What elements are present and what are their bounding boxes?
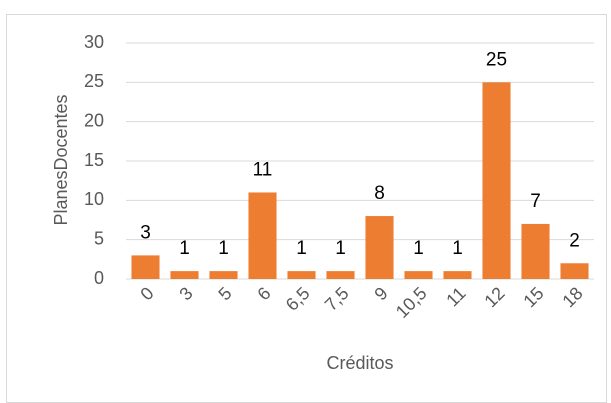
bar <box>404 271 433 279</box>
y-tick-label: 5 <box>94 228 104 248</box>
x-axis-label: Créditos <box>326 353 393 373</box>
y-tick-label: 0 <box>94 268 104 288</box>
bar <box>287 271 316 279</box>
data-label: 1 <box>296 238 307 259</box>
data-label: 1 <box>452 238 463 259</box>
data-label: 2 <box>569 230 580 251</box>
data-label: 3 <box>140 222 151 243</box>
bar <box>443 271 472 279</box>
bar <box>560 263 589 279</box>
data-label: 7 <box>530 191 541 212</box>
bar <box>365 216 394 279</box>
y-tick-label: 25 <box>84 71 104 91</box>
data-label: 25 <box>486 49 507 70</box>
bar <box>326 271 355 279</box>
y-axis-label: PlanesDocentes <box>51 94 71 225</box>
data-label: 1 <box>179 238 190 259</box>
y-tick-label: 30 <box>84 32 104 52</box>
y-tick-label: 15 <box>84 150 104 170</box>
y-tick-label: 10 <box>84 189 104 209</box>
data-label: 11 <box>253 159 273 180</box>
bar <box>248 192 277 279</box>
bar <box>482 82 511 279</box>
data-label: 1 <box>335 238 346 259</box>
bar <box>209 271 238 279</box>
data-label: 1 <box>218 238 229 259</box>
bar <box>170 271 199 279</box>
data-label: 1 <box>413 238 424 259</box>
data-label: 8 <box>374 183 385 204</box>
y-tick-label: 20 <box>84 110 104 130</box>
bar <box>131 255 160 279</box>
bar <box>521 223 550 279</box>
